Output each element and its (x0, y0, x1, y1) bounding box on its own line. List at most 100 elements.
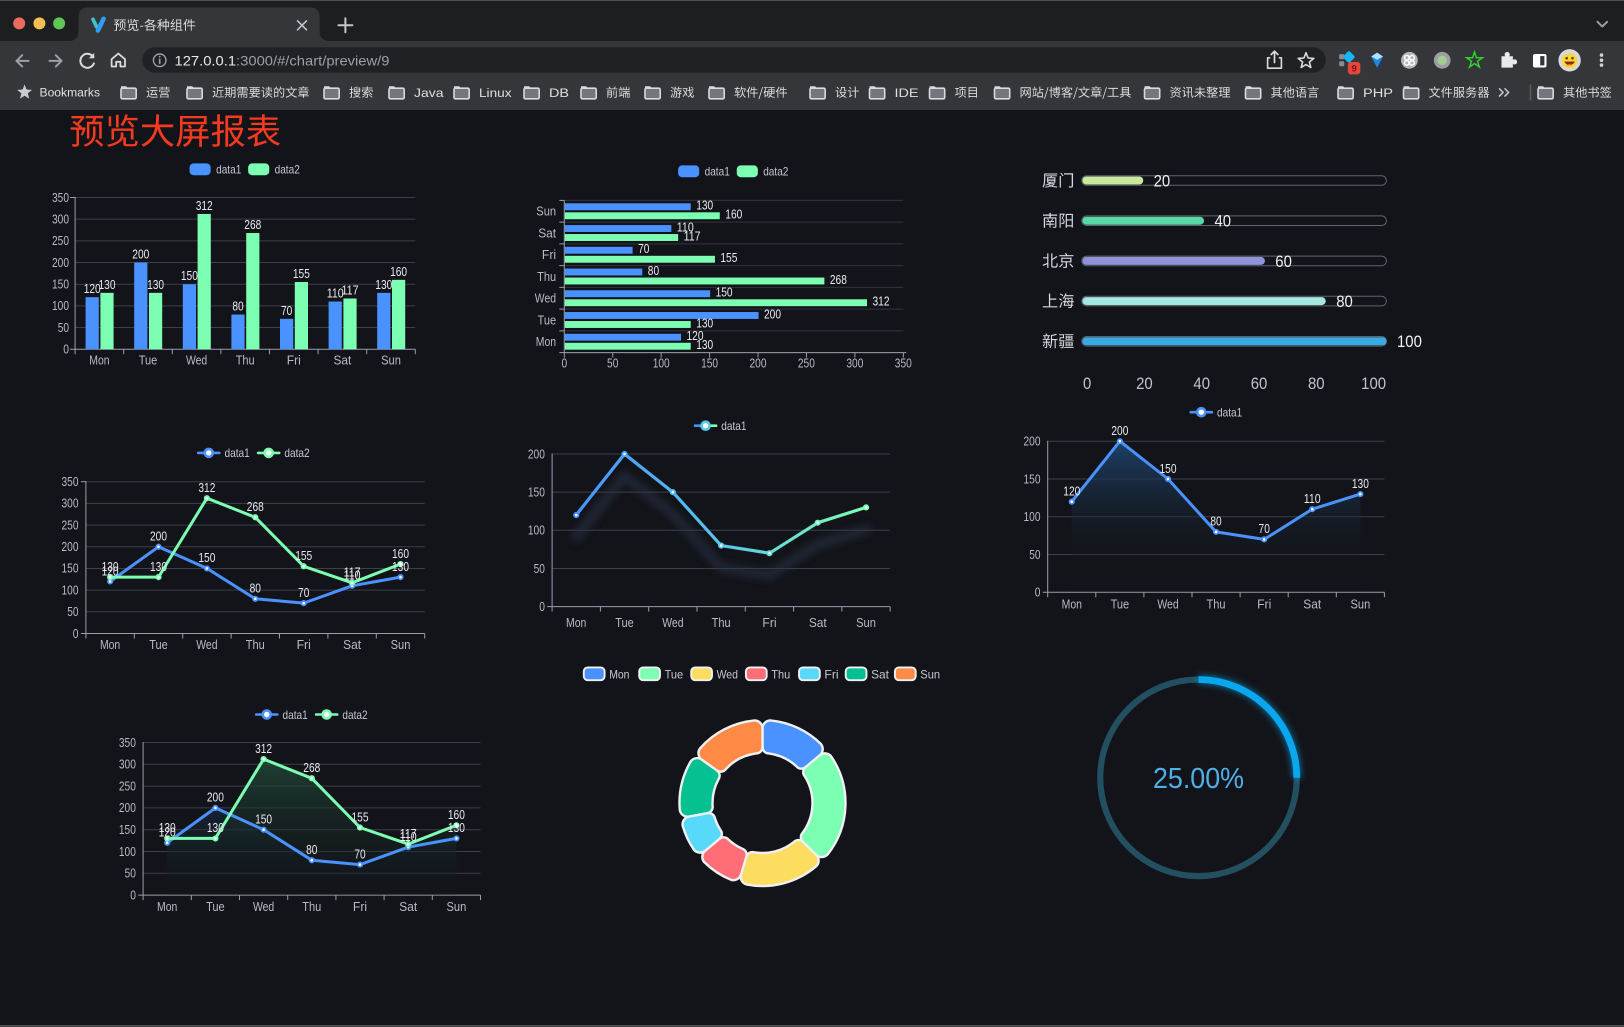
svg-text:Sat: Sat (809, 616, 827, 630)
svg-text:Sat: Sat (538, 226, 556, 240)
svg-text:60: 60 (1251, 375, 1268, 393)
svg-text:100: 100 (653, 357, 670, 371)
svg-text:312: 312 (873, 295, 890, 309)
svg-text:200: 200 (750, 357, 767, 371)
svg-text:150: 150 (716, 286, 733, 300)
svg-text:0: 0 (539, 600, 545, 614)
svg-text:120: 120 (159, 826, 176, 840)
svg-text:Sun: Sun (536, 205, 556, 219)
svg-text:Mon: Mon (609, 667, 629, 681)
svg-text:155: 155 (293, 267, 310, 281)
svg-text:Tue: Tue (1111, 597, 1130, 611)
svg-text:130: 130 (392, 560, 409, 574)
svg-text:300: 300 (62, 497, 79, 511)
svg-text:200: 200 (62, 540, 79, 554)
svg-text:60: 60 (1275, 253, 1292, 271)
svg-text:300: 300 (846, 357, 863, 371)
svg-text:130: 130 (102, 560, 119, 574)
svg-text:40: 40 (1215, 213, 1232, 231)
svg-text:0: 0 (1083, 375, 1091, 393)
svg-text:Thu: Thu (236, 354, 255, 368)
svg-text:300: 300 (119, 758, 136, 772)
svg-text:Tue: Tue (615, 616, 634, 630)
svg-text:130: 130 (448, 821, 465, 835)
svg-text:200: 200 (207, 791, 224, 805)
svg-text:250: 250 (52, 234, 69, 248)
svg-text:150: 150 (528, 486, 545, 500)
svg-text:80: 80 (1308, 375, 1325, 393)
svg-text:25.00%: 25.00% (1153, 763, 1244, 795)
svg-text:268: 268 (247, 500, 264, 514)
svg-text:100: 100 (119, 845, 136, 859)
svg-text:120: 120 (102, 564, 119, 578)
svg-text:data1: data1 (225, 446, 250, 460)
svg-text:250: 250 (119, 779, 136, 793)
svg-text:200: 200 (528, 447, 545, 461)
svg-text:150: 150 (255, 813, 272, 827)
svg-text:130: 130 (696, 199, 713, 213)
svg-text:Thu: Thu (246, 638, 265, 652)
svg-text:Mon: Mon (566, 616, 586, 630)
svg-text:268: 268 (830, 273, 847, 287)
svg-text:100: 100 (1397, 333, 1422, 351)
svg-text:Mon: Mon (100, 638, 120, 652)
svg-text:120: 120 (1063, 484, 1080, 498)
svg-text:117: 117 (342, 284, 359, 298)
svg-text:110: 110 (1304, 492, 1321, 506)
svg-text:200: 200 (764, 307, 781, 321)
svg-text:150: 150 (1024, 472, 1041, 486)
svg-text:50: 50 (58, 321, 69, 335)
svg-text:160: 160 (390, 265, 407, 279)
svg-text:120: 120 (84, 282, 101, 296)
svg-text:120: 120 (687, 329, 704, 343)
svg-text:160: 160 (448, 808, 465, 822)
svg-text:117: 117 (344, 566, 361, 580)
svg-text:Wed: Wed (717, 667, 738, 681)
svg-text:80: 80 (250, 582, 261, 596)
svg-text:data2: data2 (284, 446, 309, 460)
svg-text:9: 9 (1351, 64, 1356, 75)
svg-text:155: 155 (720, 251, 737, 265)
svg-text:268: 268 (244, 218, 261, 232)
svg-text:Fri: Fri (287, 354, 301, 368)
svg-text:Sun: Sun (920, 667, 940, 681)
svg-text:130: 130 (147, 278, 164, 292)
svg-text:50: 50 (607, 357, 618, 371)
svg-text:data1: data1 (721, 419, 746, 433)
svg-text:Java: Java (414, 86, 444, 100)
svg-text:50: 50 (67, 605, 78, 619)
svg-text:Sat: Sat (333, 354, 351, 368)
svg-text:Tue: Tue (206, 900, 225, 914)
svg-text:200: 200 (132, 248, 149, 262)
svg-text:100: 100 (52, 299, 69, 313)
svg-text:150: 150 (1160, 462, 1177, 476)
svg-text:200: 200 (52, 256, 69, 270)
svg-text:Mon: Mon (1062, 597, 1082, 611)
svg-text:150: 150 (119, 823, 136, 837)
svg-text:150: 150 (52, 278, 69, 292)
svg-text:117: 117 (400, 827, 417, 841)
svg-text:155: 155 (295, 549, 312, 563)
svg-text:100: 100 (528, 524, 545, 538)
svg-text:Fri: Fri (762, 616, 776, 630)
svg-text:IDE: IDE (895, 86, 919, 100)
svg-text:Fri: Fri (297, 638, 311, 652)
svg-text:Linux: Linux (479, 86, 512, 100)
svg-text:Tue: Tue (139, 354, 158, 368)
svg-text:Thu: Thu (1207, 597, 1226, 611)
svg-text:0: 0 (63, 343, 69, 357)
svg-text:350: 350 (895, 357, 912, 371)
svg-text:data2: data2 (275, 163, 300, 177)
svg-text:0: 0 (130, 888, 136, 902)
svg-text:350: 350 (52, 191, 69, 205)
svg-text:Sun: Sun (391, 638, 411, 652)
svg-text:312: 312 (198, 481, 215, 495)
svg-text:Fri: Fri (353, 900, 367, 914)
svg-text:130: 130 (696, 316, 713, 330)
svg-text:Bookmarks: Bookmarks (40, 86, 101, 100)
svg-text:0: 0 (73, 627, 79, 641)
svg-text:Fri: Fri (1257, 597, 1271, 611)
svg-text:PHP: PHP (1363, 86, 1393, 100)
svg-text:70: 70 (281, 304, 292, 318)
svg-text:Wed: Wed (535, 292, 556, 306)
